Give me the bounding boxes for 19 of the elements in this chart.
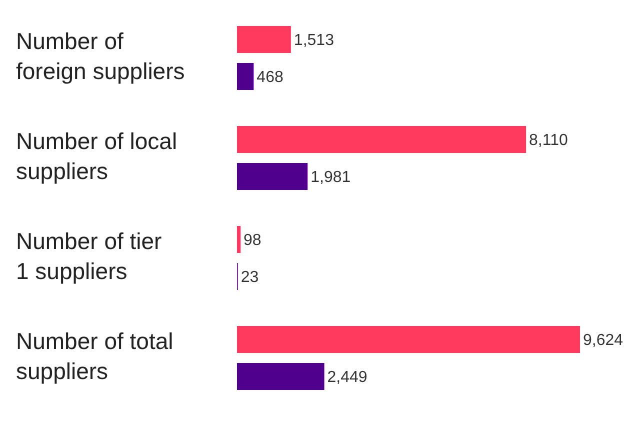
bar (237, 326, 580, 353)
bar (237, 26, 291, 53)
data-label: 98 (243, 232, 262, 250)
data-label: 1,513 (294, 32, 334, 50)
y-tick-label: Number of local suppliers (16, 128, 178, 184)
bar (237, 126, 526, 153)
bar (237, 63, 254, 90)
bar (237, 226, 240, 253)
data-label: 23 (240, 269, 259, 286)
data-label: 8,110 (529, 132, 568, 150)
data-label: 9,624 (583, 332, 624, 350)
y-tick-label: Number of total suppliers (16, 328, 174, 384)
y-tick-label: Number of tier 1 suppliers (16, 228, 162, 284)
data-label: 1,981 (310, 169, 351, 186)
data-label: 468 (256, 69, 284, 86)
bar (237, 163, 308, 190)
bar (237, 363, 324, 390)
y-tick-label: Number of foreign suppliers (16, 28, 185, 84)
data-label: 2,449 (327, 369, 368, 386)
